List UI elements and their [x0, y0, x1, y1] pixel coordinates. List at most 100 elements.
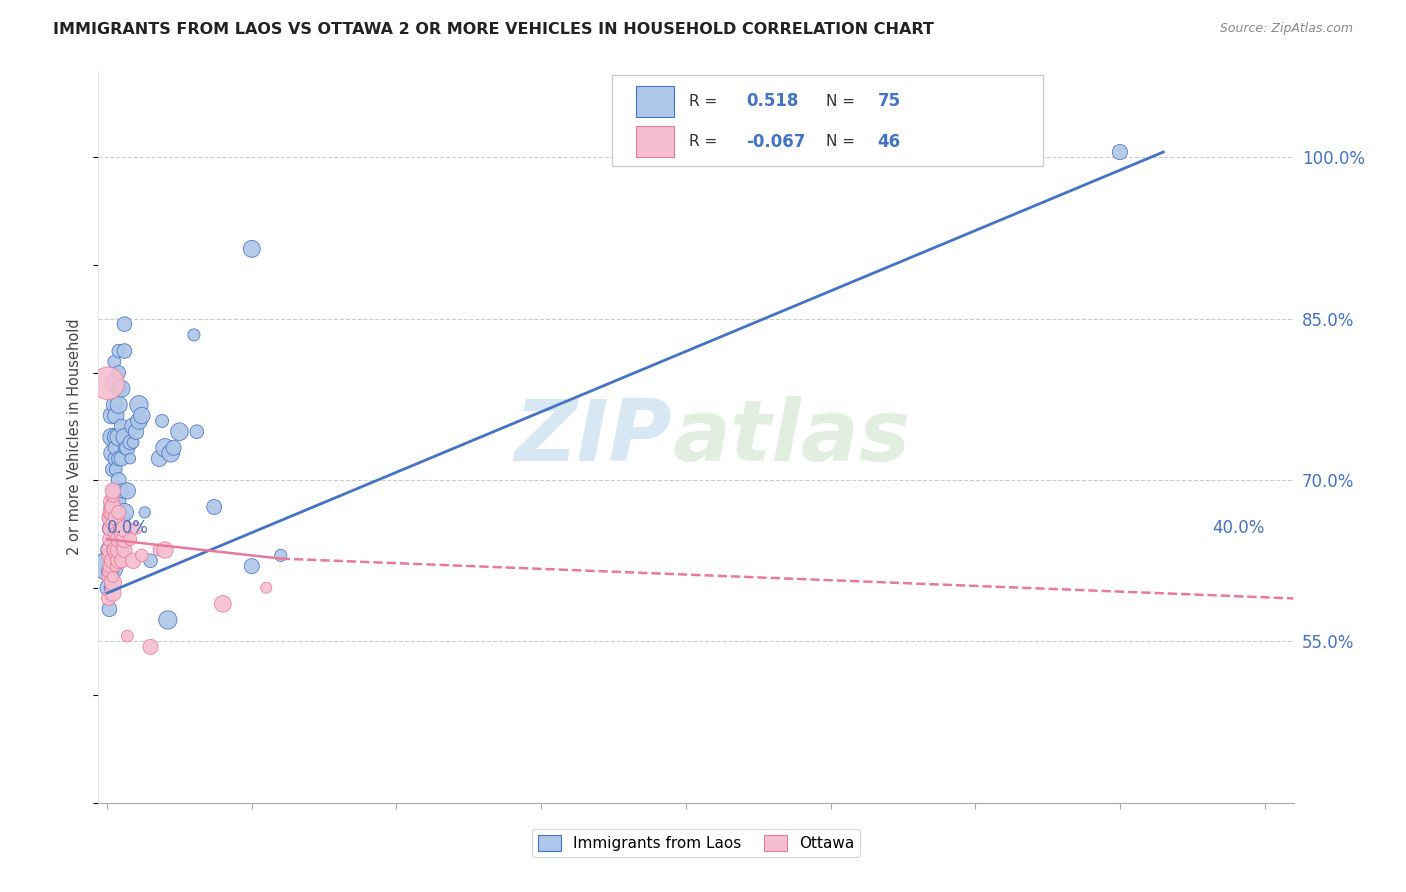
Point — [120, 451, 142, 466]
Point — [134, 505, 156, 519]
Point — [107, 521, 129, 535]
Point — [104, 430, 127, 444]
Point — [128, 414, 150, 428]
Point — [122, 419, 145, 434]
Text: ZIP: ZIP — [515, 395, 672, 479]
Point — [98, 559, 121, 574]
Point — [122, 435, 145, 450]
Point — [110, 529, 132, 543]
Point — [159, 446, 181, 460]
Point — [107, 533, 129, 547]
Point — [98, 533, 121, 547]
Point — [125, 521, 148, 535]
Point — [100, 494, 122, 508]
Point — [98, 543, 121, 558]
Point — [101, 586, 124, 600]
Point — [270, 549, 292, 563]
Point — [98, 521, 121, 535]
Point — [120, 533, 142, 547]
Point — [98, 543, 121, 558]
Point — [104, 441, 127, 455]
Point — [110, 543, 132, 558]
Point — [101, 559, 124, 574]
Point — [240, 242, 263, 256]
Point — [107, 451, 129, 466]
Point — [156, 613, 179, 627]
Point — [101, 489, 124, 503]
Text: N =: N = — [827, 135, 855, 149]
Point — [110, 451, 132, 466]
Point — [117, 483, 139, 498]
Point — [104, 543, 127, 558]
Point — [163, 441, 186, 455]
Point — [114, 543, 136, 558]
Point — [107, 538, 129, 552]
Point — [107, 543, 129, 558]
Point — [114, 430, 136, 444]
Text: 46: 46 — [877, 133, 901, 151]
Point — [110, 382, 132, 396]
Point — [101, 494, 124, 508]
Point — [101, 500, 124, 514]
Point — [148, 451, 170, 466]
Point — [97, 570, 120, 584]
Point — [101, 554, 124, 568]
Point — [240, 559, 263, 574]
Point — [104, 527, 127, 541]
Text: IMMIGRANTS FROM LAOS VS OTTAWA 2 OR MORE VEHICLES IN HOUSEHOLD CORRELATION CHART: IMMIGRANTS FROM LAOS VS OTTAWA 2 OR MORE… — [53, 22, 935, 37]
Point — [100, 505, 122, 519]
Point — [101, 483, 124, 498]
Point — [211, 597, 233, 611]
Point — [98, 533, 121, 547]
Point — [101, 462, 124, 476]
Point — [104, 462, 127, 476]
Point — [148, 543, 170, 558]
Point — [107, 505, 129, 519]
Text: R =: R = — [689, 94, 717, 109]
Point — [120, 435, 142, 450]
Point — [104, 549, 127, 563]
Point — [101, 538, 124, 552]
Y-axis label: 2 or more Vehicles in Household: 2 or more Vehicles in Household — [67, 318, 83, 556]
Text: atlas: atlas — [672, 395, 910, 479]
Point — [114, 441, 136, 455]
Point — [107, 366, 129, 380]
Point — [117, 441, 139, 455]
Point — [110, 419, 132, 434]
Point — [114, 317, 136, 331]
Point — [101, 516, 124, 530]
Point — [153, 543, 176, 558]
Point — [101, 500, 124, 514]
Text: 40.0%: 40.0% — [1212, 519, 1264, 537]
Point — [186, 425, 208, 439]
Point — [110, 554, 132, 568]
Point — [97, 376, 120, 391]
Point — [104, 409, 127, 423]
Point — [107, 494, 129, 508]
Point — [101, 570, 124, 584]
Point — [114, 533, 136, 547]
Point — [104, 510, 127, 524]
FancyBboxPatch shape — [637, 127, 675, 157]
Point — [110, 483, 132, 498]
Point — [98, 549, 121, 563]
Text: N =: N = — [827, 94, 855, 109]
Point — [125, 425, 148, 439]
Point — [131, 409, 153, 423]
Point — [103, 376, 125, 391]
Text: R =: R = — [689, 135, 717, 149]
Point — [101, 543, 124, 558]
Legend: Immigrants from Laos, Ottawa: Immigrants from Laos, Ottawa — [531, 830, 860, 857]
Point — [110, 510, 132, 524]
Text: 75: 75 — [877, 93, 901, 111]
Point — [122, 554, 145, 568]
Point — [98, 602, 121, 616]
Point — [114, 521, 136, 535]
Point — [97, 565, 120, 579]
Point — [101, 575, 124, 590]
Point — [103, 398, 125, 412]
Point — [101, 505, 124, 519]
FancyBboxPatch shape — [637, 86, 675, 117]
Point — [101, 446, 124, 460]
Point — [110, 540, 132, 554]
